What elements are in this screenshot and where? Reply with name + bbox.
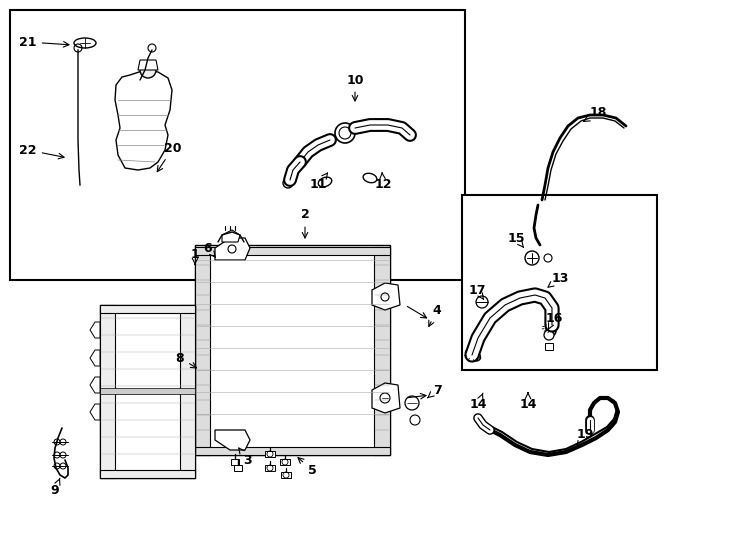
Ellipse shape [363,173,377,183]
Text: 14: 14 [469,393,487,411]
Text: 18: 18 [584,106,607,122]
Text: 7: 7 [428,383,441,398]
Polygon shape [100,305,195,313]
Text: 13: 13 [548,272,569,287]
Polygon shape [180,305,195,478]
Polygon shape [281,472,291,478]
Bar [10,10,465,280]
Polygon shape [372,283,400,310]
Circle shape [148,44,156,52]
Polygon shape [100,388,195,394]
Text: 3: 3 [239,448,252,467]
Polygon shape [374,247,390,455]
Polygon shape [215,430,250,450]
Text: 22: 22 [19,144,64,159]
Polygon shape [195,245,390,455]
Text: 10: 10 [346,73,364,101]
Polygon shape [545,343,553,350]
Polygon shape [90,377,100,393]
Polygon shape [90,404,100,420]
Circle shape [140,62,156,78]
Text: 9: 9 [51,478,60,496]
Text: 21: 21 [19,36,69,49]
Circle shape [476,296,488,308]
Circle shape [544,254,552,262]
Polygon shape [100,305,115,478]
Polygon shape [100,470,195,478]
Polygon shape [195,247,210,455]
Polygon shape [280,459,290,465]
Ellipse shape [319,177,332,187]
Polygon shape [115,70,172,170]
Bar [102,307,193,476]
Bar [197,247,388,453]
Polygon shape [100,305,195,478]
Text: 14: 14 [519,393,537,411]
Polygon shape [222,230,240,242]
Text: 12: 12 [374,173,392,192]
Polygon shape [138,60,158,70]
Text: 5: 5 [298,458,316,476]
Circle shape [283,178,293,188]
Polygon shape [215,238,250,260]
Polygon shape [265,451,275,457]
Circle shape [525,251,539,265]
Text: 4: 4 [429,303,441,326]
Text: 20: 20 [157,141,182,172]
Polygon shape [195,447,390,455]
Polygon shape [265,465,275,471]
Text: 16: 16 [545,312,563,330]
Text: 19: 19 [576,429,594,447]
Text: 1: 1 [191,248,200,265]
Text: 6: 6 [204,241,215,257]
Polygon shape [231,459,239,465]
Polygon shape [234,465,242,471]
Polygon shape [90,350,100,366]
Polygon shape [372,383,400,413]
Text: 17: 17 [468,284,486,299]
Text: 2: 2 [301,208,309,238]
Circle shape [335,123,355,143]
Circle shape [544,330,554,340]
Polygon shape [90,322,100,338]
Text: 8: 8 [175,352,197,368]
Bar [462,195,657,370]
Text: 15: 15 [507,232,525,247]
Text: 11: 11 [309,173,327,192]
Polygon shape [195,247,390,255]
